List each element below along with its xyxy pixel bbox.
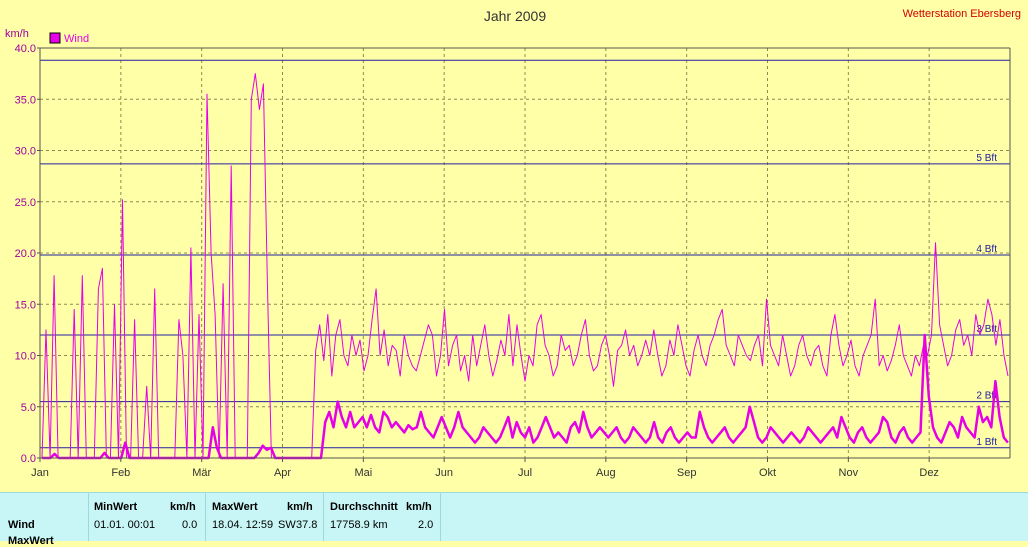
x-tick-label: Jun	[435, 467, 453, 479]
y-tick-label: 20.0	[15, 248, 36, 260]
legend-swatch	[49, 32, 61, 44]
min-date: 01.01. 00:01	[94, 519, 156, 531]
header-maxwert: MaxWert	[212, 501, 258, 513]
max-direction: SW	[278, 519, 296, 531]
beaufort-lines: 1 Bft 2 Bft 3 Bft 4 Bft 5 Bft	[40, 59, 1010, 449]
beaufort-label: 4 Bft	[976, 244, 997, 255]
legend-label: Wind	[64, 33, 89, 45]
grid	[40, 47, 1010, 458]
y-tick-label: 35.0	[15, 94, 36, 106]
y-tick-label: 10.0	[15, 351, 36, 363]
stats-separator	[205, 493, 206, 541]
station-name: Wetterstation Ebersberg	[903, 8, 1021, 20]
x-tick-label: Mai	[354, 467, 372, 479]
max-value: 37.8	[296, 519, 318, 531]
header-max-unit: km/h	[287, 501, 313, 513]
stats-separator	[440, 493, 441, 541]
header-min-unit: km/h	[170, 501, 196, 513]
header-minwert: MinWert	[94, 501, 138, 513]
stats-panel: MinWert km/h MaxWert km/h Durchschnitt k…	[0, 492, 1028, 547]
chart-title: Jahr 2009	[484, 8, 546, 24]
x-tick-label: Mär	[192, 467, 211, 479]
x-tick-label: Aug	[596, 467, 616, 479]
axes: 0.0 5.0 10.0 15.0 20.0 25.0 30.0 35.0 40.0 Jan Feb…	[15, 43, 1011, 479]
stats-separator	[88, 493, 89, 541]
x-tick-label: Okt	[759, 467, 776, 479]
chart-area: 1 Bft 2 Bft 3 Bft 4 Bft 5 Bft 0.0 5.0 10.0 15.0…	[5, 8, 1021, 479]
distance-value: 17758.9 km	[330, 519, 388, 531]
y-tick-label: 40.0	[15, 43, 36, 55]
x-tick-label: Sep	[677, 467, 697, 479]
header-durchschnitt: Durchschnitt	[330, 501, 398, 513]
x-tick-label: Apr	[274, 467, 291, 479]
beaufort-label: 5 Bft	[976, 153, 997, 164]
x-tick-label: Dez	[919, 467, 939, 479]
y-tick-label: 0.0	[21, 453, 36, 465]
row-label-maxwert: MaxWert	[8, 535, 54, 547]
y-axis-label: km/h	[5, 28, 29, 40]
wind-chart: 1 Bft 2 Bft 3 Bft 4 Bft 5 Bft 0.0 5.0 10.0 15.0…	[5, 8, 1021, 479]
beaufort-label: 1 Bft	[976, 437, 997, 448]
x-tick-label: Nov	[839, 467, 859, 479]
x-tick-label: Jul	[518, 467, 532, 479]
y-tick-label: 5.0	[21, 402, 36, 414]
x-tick-label: Jan	[31, 467, 49, 479]
y-tick-label: 15.0	[15, 299, 36, 311]
stats-separator	[323, 493, 324, 541]
beaufort-label: 2 Bft	[976, 391, 997, 402]
x-tick-label: Feb	[111, 467, 130, 479]
y-tick-label: 30.0	[15, 146, 36, 158]
min-value: 0.0	[182, 519, 198, 531]
header-avg-unit: km/h	[406, 501, 432, 513]
avg-value: 2.0	[418, 519, 434, 531]
max-date: 18.04. 12:59	[212, 519, 274, 531]
beaufort-label: 3 Bft	[976, 324, 997, 335]
y-tick-label: 25.0	[15, 197, 36, 209]
row-label-wind: Wind	[8, 519, 35, 531]
